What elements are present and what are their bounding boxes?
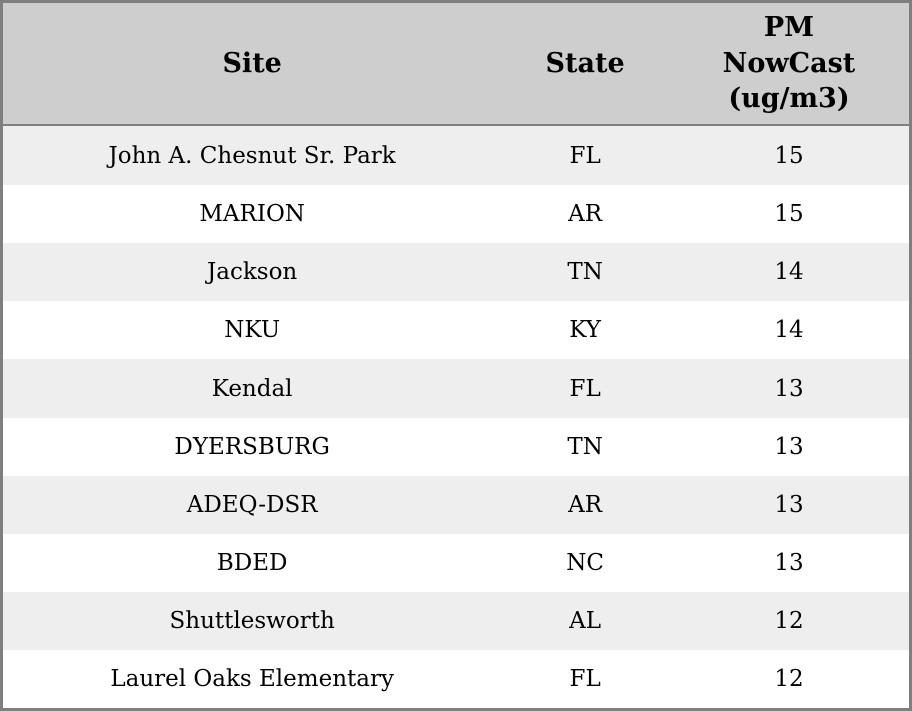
col-header-pm-nowcast: PM NowCast (ug/m3) <box>668 3 909 126</box>
table-row: NKU KY 14 <box>3 301 909 360</box>
pm-cell: 12 <box>774 607 804 634</box>
col-header-state: State <box>501 3 669 126</box>
site-cell: NKU <box>224 317 281 344</box>
table-row: Shuttlesworth AL 12 <box>3 591 909 650</box>
table-row: Jackson TN 14 <box>3 243 909 302</box>
pm-cell: 13 <box>774 375 804 402</box>
table-row: MARION AR 15 <box>3 185 909 244</box>
site-cell: John A. Chesnut Sr. Park <box>108 142 396 169</box>
site-cell: Jackson <box>207 259 298 286</box>
pm-cell: 13 <box>774 491 804 518</box>
site-cell: DYERSBURG <box>174 433 330 460</box>
table-header: Site State PM NowCast (ug/m3) <box>3 3 909 126</box>
table-row: DYERSBURG TN 13 <box>3 417 909 476</box>
table-row: ADEQ-DSR AR 13 <box>3 475 909 534</box>
site-cell: Kendal <box>211 375 293 402</box>
site-cell: ADEQ-DSR <box>186 491 318 518</box>
state-cell: AR <box>568 201 603 228</box>
header-row: Site State PM NowCast (ug/m3) <box>3 3 909 126</box>
state-cell: AL <box>569 607 602 634</box>
pm-cell: 14 <box>774 317 804 344</box>
pm-cell: 13 <box>774 549 804 576</box>
pm-cell: 13 <box>774 433 804 460</box>
air-quality-table: Site State PM NowCast (ug/m3) John A. Ch… <box>3 3 909 708</box>
table-body: John A. Chesnut Sr. Park FL 15 MARION AR… <box>3 125 909 708</box>
state-cell: NC <box>566 549 604 576</box>
state-cell: KY <box>569 317 601 344</box>
table-row: Laurel Oaks Elementary FL 12 <box>3 649 909 708</box>
table-row: Kendal FL 13 <box>3 359 909 418</box>
table-row: BDED NC 13 <box>3 533 909 592</box>
state-cell: FL <box>569 665 601 692</box>
site-cell: MARION <box>199 201 305 228</box>
state-cell: AR <box>568 491 603 518</box>
state-cell: TN <box>567 433 603 460</box>
site-cell: BDED <box>216 549 288 576</box>
pm-cell: 15 <box>774 201 804 228</box>
pm-cell: 14 <box>774 259 804 286</box>
col-header-site: Site <box>3 3 502 126</box>
site-cell: Shuttlesworth <box>169 607 335 634</box>
state-cell: FL <box>569 142 601 169</box>
site-cell: Laurel Oaks Elementary <box>110 665 394 692</box>
col-header-pm-nowcast-label: PM NowCast (ug/m3) <box>722 11 856 115</box>
state-cell: FL <box>569 375 601 402</box>
pm-cell: 15 <box>774 142 804 169</box>
pm-cell: 12 <box>774 665 804 692</box>
table-row: John A. Chesnut Sr. Park FL 15 <box>3 125 909 186</box>
state-cell: TN <box>567 259 603 286</box>
